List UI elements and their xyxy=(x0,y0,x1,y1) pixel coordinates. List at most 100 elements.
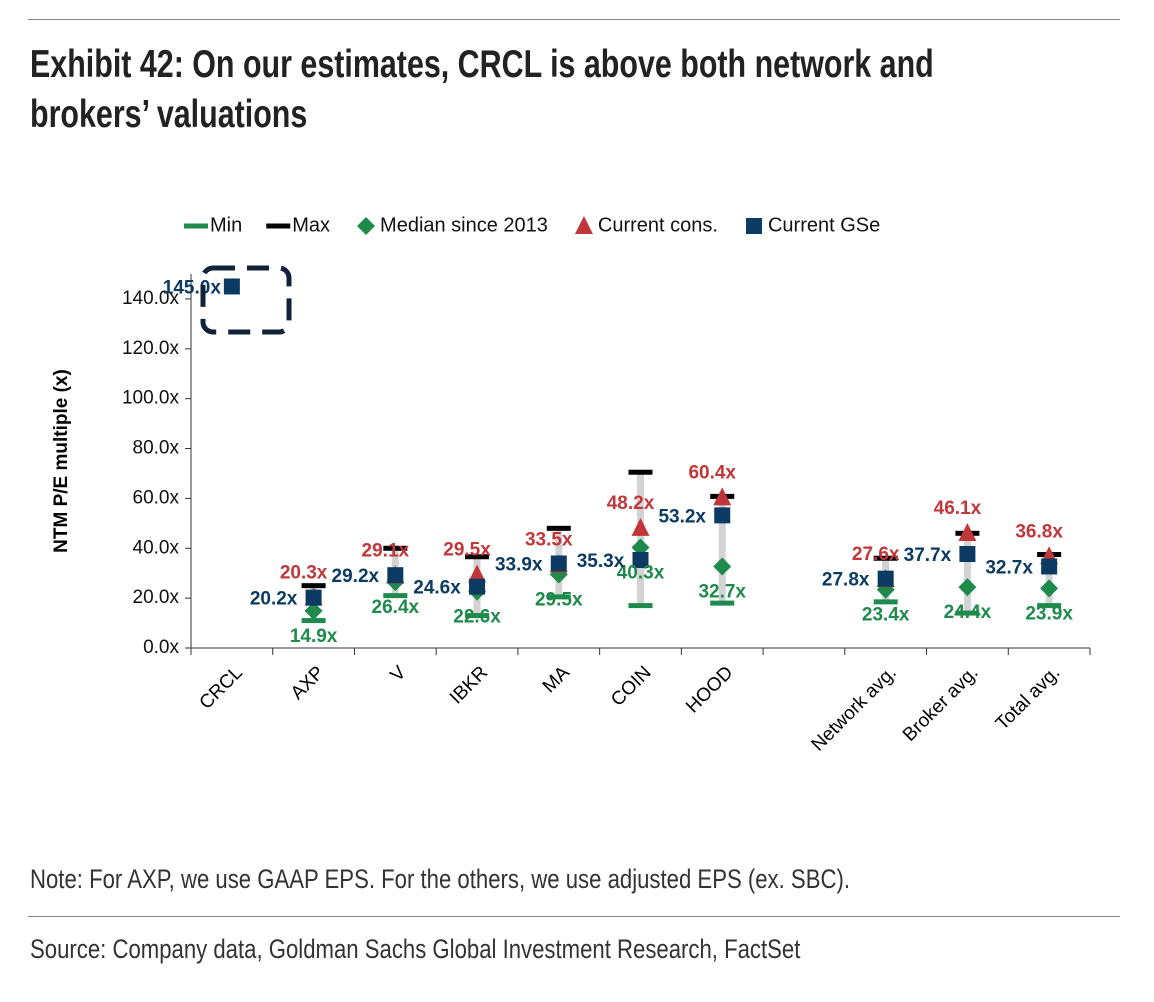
marker-dash xyxy=(955,610,980,616)
marker-dash xyxy=(546,594,571,600)
data-label: 32.7x xyxy=(698,581,746,602)
legend-marker xyxy=(745,218,762,234)
marker-triangle xyxy=(958,523,977,542)
data-label: 23.9x xyxy=(1025,603,1073,624)
marker-dash xyxy=(301,583,326,589)
marker-square xyxy=(550,555,567,572)
marker-dash xyxy=(301,618,326,624)
legend-label: Max xyxy=(292,214,330,236)
marker-square xyxy=(469,578,486,595)
y-tick-label: 40.0x xyxy=(133,537,180,558)
range-bar xyxy=(963,533,971,614)
data-label: 48.2x xyxy=(607,493,655,514)
data-label: 60.4x xyxy=(688,462,736,483)
data-label: 29.1x xyxy=(362,540,410,561)
marker-dash xyxy=(628,603,653,609)
data-label: 27.6x xyxy=(852,544,900,565)
legend-label: Min xyxy=(210,214,242,236)
highlight-box xyxy=(200,265,292,335)
marker-triangle xyxy=(631,517,650,536)
y-axis-label: NTM P/E multiple (x) xyxy=(51,369,72,553)
marker-square xyxy=(959,546,976,563)
marker-square xyxy=(714,507,731,524)
marker-dash xyxy=(710,600,735,606)
marker-diamond xyxy=(304,601,323,620)
y-tick-label: 120.0x xyxy=(122,338,180,359)
legend-marker xyxy=(357,217,376,235)
data-label: 27.8x xyxy=(822,570,870,591)
marker-dash xyxy=(465,613,490,619)
y-tick-label: 80.0x xyxy=(133,438,180,459)
marker-triangle xyxy=(468,564,487,583)
y-tick-label: 20.0x xyxy=(133,587,180,608)
note: Note: For AXP, we use GAAP EPS. For the … xyxy=(30,864,850,894)
marker-diamond xyxy=(958,578,977,597)
data-label: 20.3x xyxy=(280,562,328,583)
marker-square xyxy=(387,567,404,584)
marker-dash xyxy=(383,593,408,599)
marker-dash xyxy=(383,545,408,551)
data-label: 14.9x xyxy=(290,626,338,647)
x-tick-label: MA xyxy=(539,662,574,697)
x-tick-label: HOOD xyxy=(682,662,737,717)
marker-square xyxy=(223,278,240,295)
marker-dash xyxy=(1037,603,1062,609)
data-label: 24.6x xyxy=(413,578,461,599)
marker-dash xyxy=(465,554,490,560)
data-label: 33.9x xyxy=(495,554,543,575)
legend-label: Current GSe xyxy=(768,214,880,236)
chart-title: Exhibit 42: On our estimates, CRCL is ab… xyxy=(30,43,934,136)
marker-square xyxy=(877,570,894,587)
marker-diamond xyxy=(713,557,732,576)
data-label: 20.2x xyxy=(250,589,298,610)
data-label: 29.5x xyxy=(443,539,491,560)
legend-label: Current cons. xyxy=(598,214,718,236)
legend-marker xyxy=(266,223,291,229)
data-label: 24.4x xyxy=(944,602,992,623)
data-label: 33.5x xyxy=(525,529,573,550)
y-tick-label: 0.0x xyxy=(143,637,179,658)
data-label: 23.4x xyxy=(862,605,910,626)
data-label: 40.3x xyxy=(617,563,665,584)
legend-marker xyxy=(184,223,208,229)
marker-square xyxy=(632,551,649,568)
marker-dash xyxy=(546,525,571,531)
data-label: 29.2x xyxy=(332,566,380,587)
marker-dash xyxy=(873,599,898,605)
data-label: 32.7x xyxy=(985,557,1033,578)
x-tick-label: Network avg. xyxy=(808,662,901,755)
data-label: 145.0x xyxy=(163,277,222,298)
x-tick-label: COIN xyxy=(607,662,655,710)
data-label: 37.7x xyxy=(904,545,952,566)
marker-square xyxy=(1041,558,1058,575)
top-rule xyxy=(28,19,1120,20)
data-label: 46.1x xyxy=(934,498,982,519)
data-label: 35.3x xyxy=(577,551,625,572)
x-tick-label: IBKR xyxy=(446,662,492,708)
data-label: 22.6x xyxy=(453,607,501,628)
y-tick-label: 60.0x xyxy=(133,487,180,508)
data-label: 53.2x xyxy=(658,506,706,527)
source: Source: Company data, Goldman Sachs Glob… xyxy=(30,934,801,964)
x-tick-label: AXP xyxy=(287,662,329,704)
x-tick-label: Broker avg. xyxy=(899,662,983,746)
range-bar xyxy=(718,496,726,604)
legend-label: Median since 2013 xyxy=(380,214,548,236)
marker-dash xyxy=(628,469,653,475)
data-label: 26.4x xyxy=(372,597,420,618)
x-tick-label: CRCL xyxy=(196,662,247,713)
data-label: 29.5x xyxy=(535,589,583,610)
x-tick-label: Total avg. xyxy=(992,662,1064,734)
data-label: 36.8x xyxy=(1015,521,1063,542)
x-tick-label: V xyxy=(387,662,411,686)
legend-marker xyxy=(574,216,593,234)
marker-square xyxy=(305,589,322,606)
y-tick-label: 100.0x xyxy=(122,388,180,409)
y-tick-label: 140.0x xyxy=(122,288,180,309)
marker-triangle xyxy=(713,487,732,506)
marker-diamond xyxy=(1040,579,1059,598)
marker-dash xyxy=(873,555,898,561)
bottom-rule xyxy=(28,916,1120,917)
